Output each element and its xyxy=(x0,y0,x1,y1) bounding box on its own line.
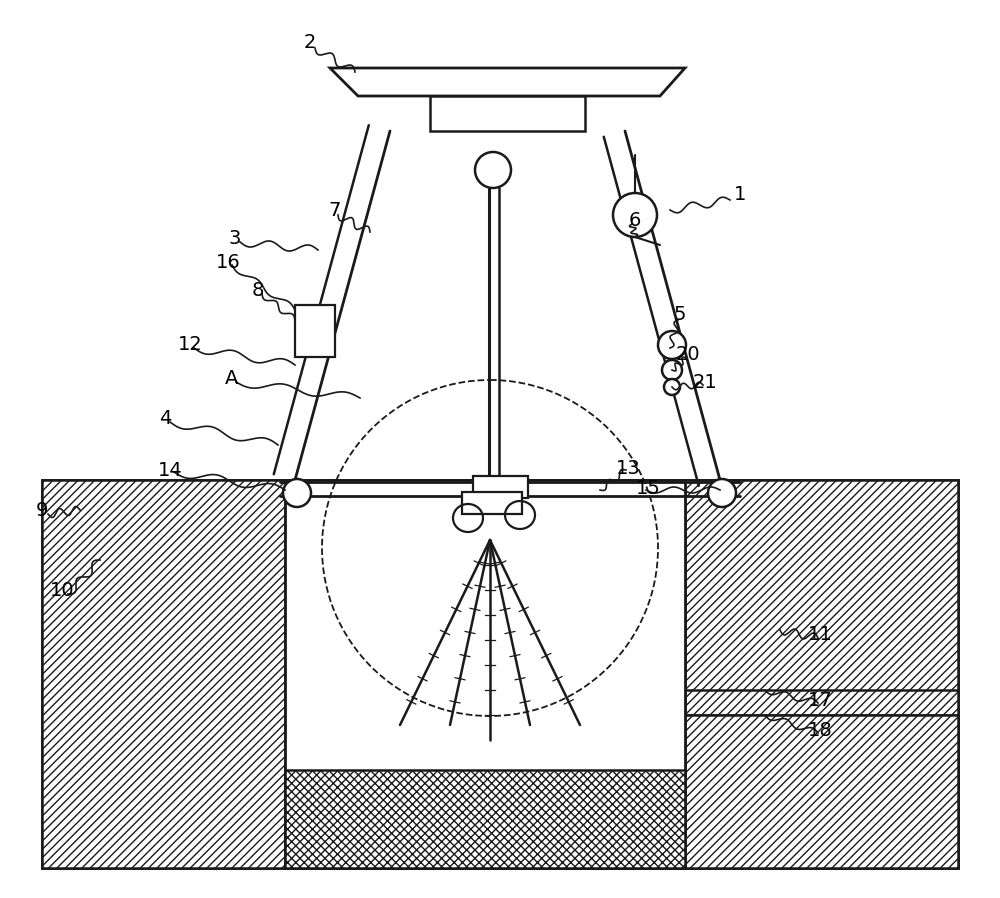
Circle shape xyxy=(613,193,657,237)
Polygon shape xyxy=(330,68,685,96)
Text: 15: 15 xyxy=(636,479,660,497)
Circle shape xyxy=(708,479,736,507)
Circle shape xyxy=(283,479,311,507)
Text: 7: 7 xyxy=(329,200,341,219)
Text: 10: 10 xyxy=(50,580,74,600)
Bar xyxy=(42,480,958,868)
Text: 17: 17 xyxy=(808,691,832,709)
Text: 21: 21 xyxy=(693,373,717,392)
Bar xyxy=(473,476,528,498)
Text: 6: 6 xyxy=(629,210,641,230)
Bar xyxy=(285,480,685,868)
Text: 1: 1 xyxy=(734,186,746,205)
Bar xyxy=(42,480,285,868)
Text: 14: 14 xyxy=(158,461,182,480)
Circle shape xyxy=(664,379,680,395)
Bar xyxy=(685,480,958,868)
Text: 8: 8 xyxy=(252,280,264,300)
Circle shape xyxy=(475,152,511,188)
Circle shape xyxy=(662,360,682,380)
Bar xyxy=(685,715,958,868)
Text: 4: 4 xyxy=(159,409,171,427)
Text: 11: 11 xyxy=(808,626,832,645)
Text: 20: 20 xyxy=(676,346,700,365)
Bar xyxy=(462,492,522,514)
Text: 13: 13 xyxy=(616,459,640,478)
Text: A: A xyxy=(225,368,239,388)
Text: 18: 18 xyxy=(808,720,832,739)
Bar xyxy=(295,305,335,357)
Text: 5: 5 xyxy=(674,305,686,324)
Circle shape xyxy=(658,331,686,359)
Text: 3: 3 xyxy=(229,228,241,248)
Bar xyxy=(430,96,585,131)
Bar xyxy=(285,770,685,868)
Text: 12: 12 xyxy=(178,336,202,355)
Text: 9: 9 xyxy=(36,500,48,520)
Text: 2: 2 xyxy=(304,32,316,51)
Text: 16: 16 xyxy=(216,252,240,271)
